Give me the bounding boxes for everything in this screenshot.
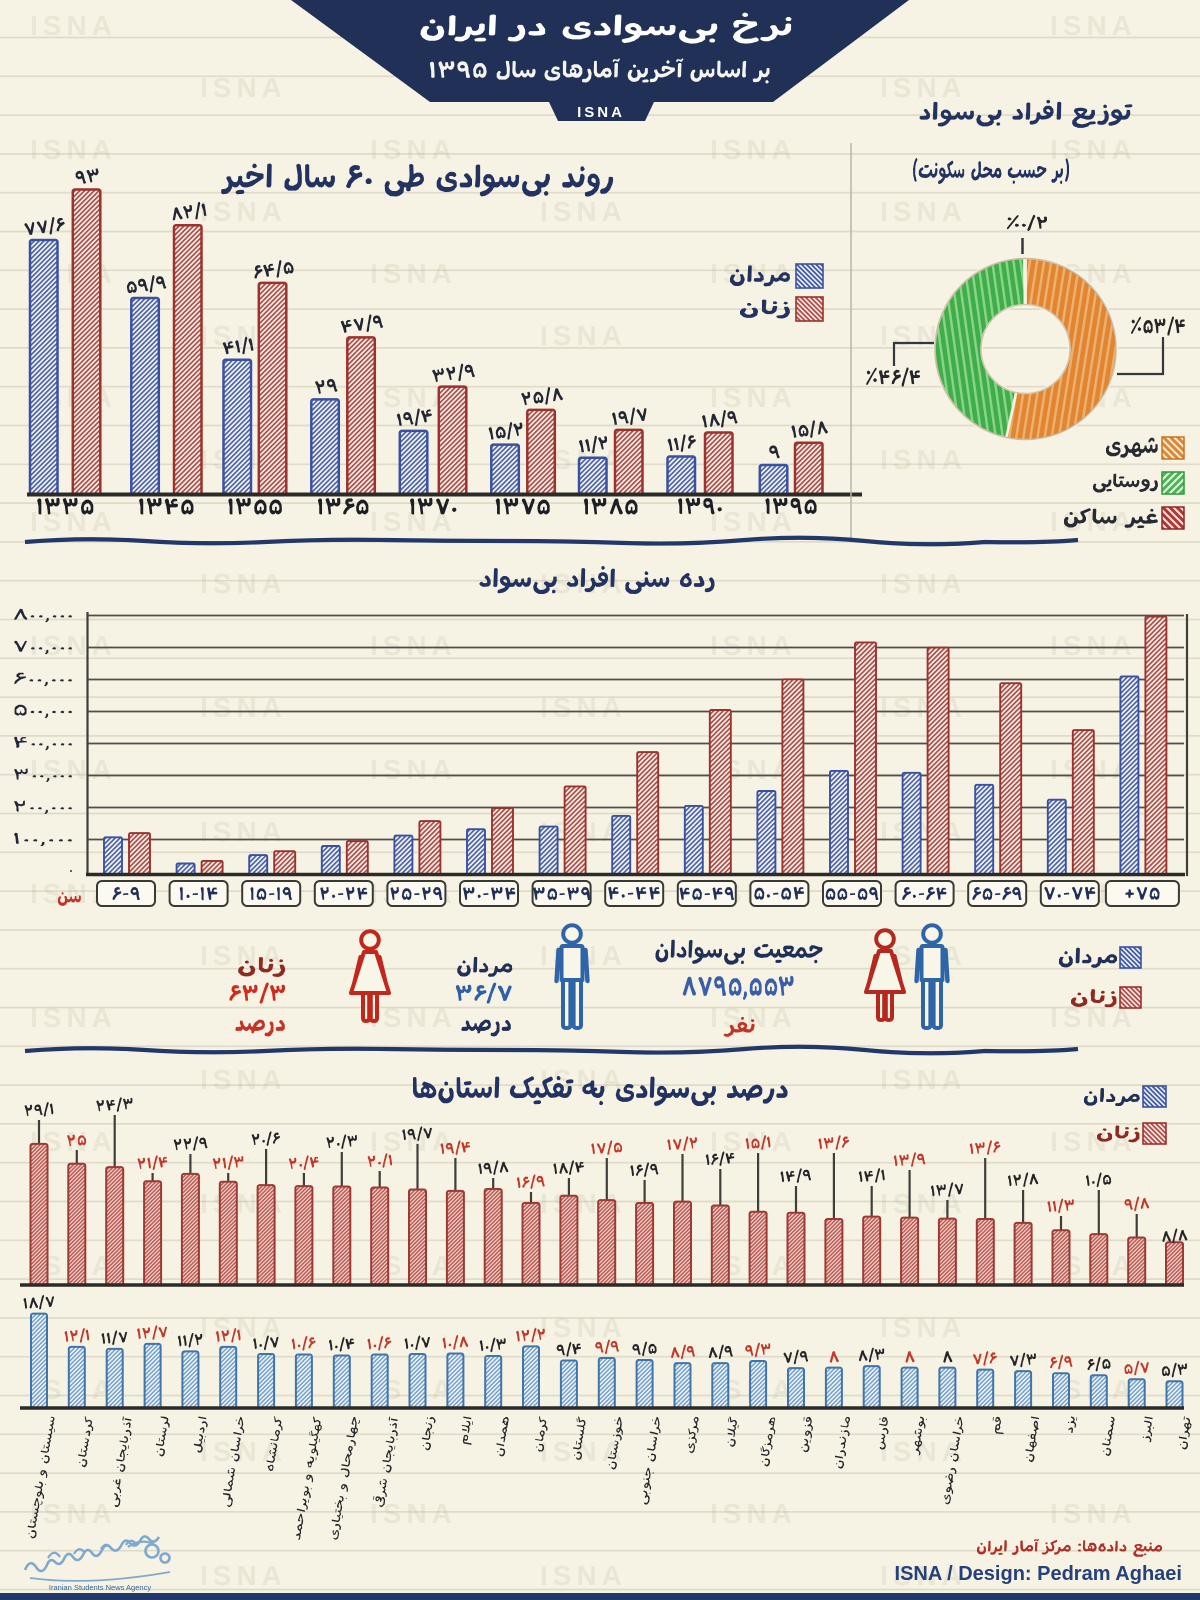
svg-text:ISNA: ISNA <box>30 10 117 41</box>
svg-text:ISNA: ISNA <box>370 506 457 537</box>
svg-text:ISNA: ISNA <box>710 1498 797 1529</box>
svg-text:ISNA: ISNA <box>1050 1498 1137 1529</box>
svg-text:ISNA: ISNA <box>1050 630 1137 661</box>
svg-text:ISNA: ISNA <box>30 630 117 661</box>
svg-text:ISNA: ISNA <box>200 940 287 971</box>
svg-text:ISNA: ISNA <box>200 72 287 103</box>
svg-text:ISNA: ISNA <box>880 196 967 227</box>
svg-text:ISNA: ISNA <box>880 568 967 599</box>
svg-text:ISNA: ISNA <box>540 1312 627 1343</box>
svg-text:ISNA: ISNA <box>30 506 117 537</box>
svg-text:ISNA: ISNA <box>1050 1126 1137 1157</box>
svg-text:ISNA: ISNA <box>370 258 457 289</box>
svg-text:ISNA: ISNA <box>370 754 457 785</box>
svg-text:ISNA: ISNA <box>370 134 457 165</box>
svg-text:ISNA: ISNA <box>1050 10 1137 41</box>
svg-text:ISNA: ISNA <box>880 1312 967 1343</box>
svg-text:ISNA: ISNA <box>880 1560 967 1591</box>
svg-text:ISNA: ISNA <box>880 816 967 847</box>
svg-text:ISNA: ISNA <box>200 1560 287 1591</box>
svg-text:ISNA: ISNA <box>1050 134 1137 165</box>
svg-text:ISNA: ISNA <box>577 104 625 121</box>
svg-text:ISNA: ISNA <box>200 1064 287 1095</box>
svg-text:ISNA: ISNA <box>710 382 797 413</box>
svg-text:ISNA: ISNA <box>30 1002 117 1033</box>
svg-text:ISNA: ISNA <box>200 1436 287 1467</box>
svg-text:ISNA: ISNA <box>880 692 967 723</box>
svg-text:ISNA: ISNA <box>880 72 967 103</box>
svg-text:ISNA: ISNA <box>540 1560 627 1591</box>
svg-text:ISNA: ISNA <box>30 134 117 165</box>
svg-text:ISNA: ISNA <box>880 1064 967 1095</box>
svg-text:ISNA: ISNA <box>370 1126 457 1157</box>
svg-text:ISNA: ISNA <box>540 196 627 227</box>
svg-text:ISNA: ISNA <box>200 568 287 599</box>
svg-text:ISNA: ISNA <box>370 1002 457 1033</box>
svg-text:ISNA: ISNA <box>200 1312 287 1343</box>
svg-text:ISNA: ISNA <box>540 692 627 723</box>
svg-text:ISNA / Design: Pedram Aghaei: ISNA / Design: Pedram Aghaei <box>895 1563 1182 1585</box>
svg-text:ISNA: ISNA <box>880 1188 967 1219</box>
svg-text:ISNA: ISNA <box>710 134 797 165</box>
svg-text:ISNA: ISNA <box>370 630 457 661</box>
svg-text:ISNA: ISNA <box>880 444 967 475</box>
svg-text:ISNA: ISNA <box>1050 1002 1137 1033</box>
svg-text:ISNA: ISNA <box>30 754 117 785</box>
svg-text:ISNA: ISNA <box>200 816 287 847</box>
svg-text:ISNA: ISNA <box>370 1498 457 1529</box>
svg-text:ISNA: ISNA <box>30 1498 117 1529</box>
svg-text:ISNA: ISNA <box>880 1436 967 1467</box>
svg-text:ISNA: ISNA <box>1050 506 1137 537</box>
svg-text:ISNA: ISNA <box>200 196 287 227</box>
svg-text:Iranian Students News Agenc: Iranian Students News Agency <box>49 1583 151 1592</box>
svg-text:ISNA: ISNA <box>540 320 627 351</box>
svg-text:ISNA: ISNA <box>710 506 797 537</box>
svg-text:ISNA: ISNA <box>710 630 797 661</box>
svg-text:ISNA: ISNA <box>200 692 287 723</box>
